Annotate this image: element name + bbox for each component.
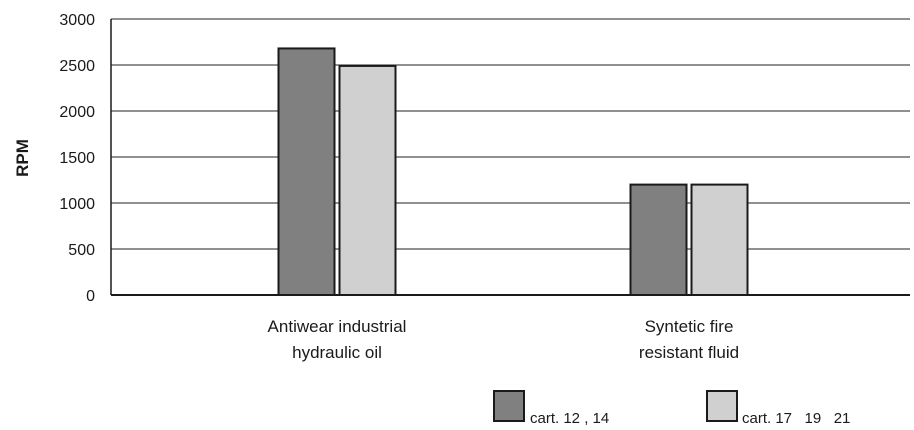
x-axis-category-labels: Antiwear industrial hydraulic oil Syntetic…: [268, 317, 740, 362]
category-label: Antiwear industrial: [268, 317, 407, 336]
legend-swatch: [706, 390, 738, 422]
bar-series-2-category-1: [338, 64, 397, 296]
legend-swatch: [493, 390, 525, 422]
y-tick-label: 0: [86, 288, 95, 305]
bar-series-2-category-2: [690, 183, 749, 297]
bar-series-1-category-1: [277, 47, 336, 296]
y-tick-label: 500: [68, 242, 95, 259]
y-tick-label: 1500: [59, 150, 95, 167]
y-tick-label: 2500: [59, 58, 95, 75]
y-axis-ticks: 0 500 1000 1500 2000 2500 3000: [59, 12, 95, 305]
y-axis-label: RPM: [13, 139, 32, 177]
legend-label: cart. 12 , 14: [530, 410, 609, 427]
y-tick-label: 1000: [59, 196, 95, 213]
bar-series-1-category-2: [629, 183, 688, 297]
bars: [277, 47, 749, 297]
category-label: hydraulic oil: [292, 343, 382, 362]
legend-label: cart. 17 19 21: [742, 410, 850, 427]
legend: cart. 12 , 14 cart. 17 19 21: [493, 390, 850, 427]
y-tick-label: 3000: [59, 12, 95, 29]
axes: [110, 19, 910, 296]
gridlines: [111, 18, 910, 250]
y-tick-label: 2000: [59, 104, 95, 121]
category-label: resistant fluid: [639, 343, 739, 362]
category-label: Syntetic fire: [645, 317, 734, 336]
